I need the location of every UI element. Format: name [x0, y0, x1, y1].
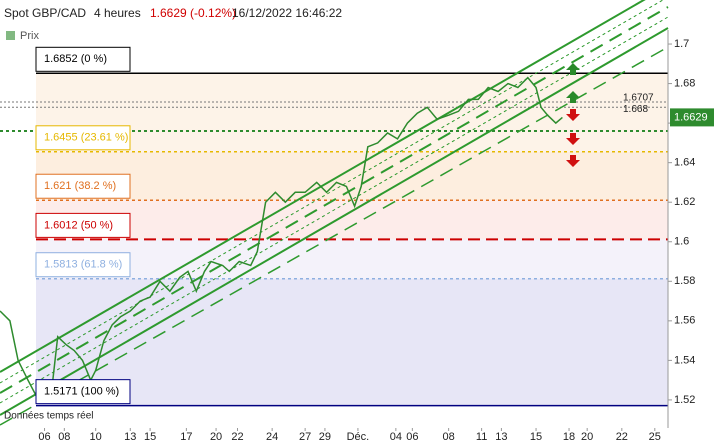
fib-box — [35, 173, 131, 199]
y-tick-label: 1.64 — [674, 157, 695, 169]
level-label: 1.6707 — [623, 93, 654, 104]
fib-box — [35, 125, 131, 151]
y-tick-label: 1.62 — [674, 196, 695, 208]
fib-label: 1.5813 (61.8 %) — [44, 259, 122, 271]
x-tick-label: 17 — [180, 431, 192, 443]
last-price-label: 1.6629 — [674, 111, 708, 123]
fib-box — [35, 252, 131, 278]
x-tick-label: 08 — [58, 431, 70, 443]
x-tick-label: 11 — [476, 431, 487, 443]
x-tick-label: 29 — [319, 431, 331, 443]
fib-band — [36, 200, 668, 240]
y-tick-label: 1.68 — [674, 77, 695, 89]
fib-box — [35, 46, 131, 72]
fib-band — [36, 278, 668, 406]
x-tick-label: 25 — [649, 431, 661, 443]
fib-label: 1.5171 (100 %) — [44, 386, 119, 398]
legend-swatch — [6, 31, 15, 40]
x-tick-label: 06 — [406, 431, 418, 443]
fib-band — [36, 73, 668, 152]
fib-label: 1.6852 (0 %) — [44, 53, 107, 65]
x-tick-label: Déc. — [347, 431, 370, 443]
y-tick-label: 1.6 — [674, 236, 689, 248]
y-tick-label: 1.52 — [674, 394, 695, 406]
x-tick-label: 22 — [616, 431, 628, 443]
x-tick-label: 06 — [38, 431, 50, 443]
fib-label: 1.6455 (23.61 %) — [44, 132, 128, 144]
y-tick-label: 1.56 — [674, 315, 695, 327]
x-tick-label: 08 — [443, 431, 455, 443]
timestamp: 16/12/2022 16:46:22 — [232, 6, 342, 20]
fib-band — [36, 239, 668, 279]
arrows — [566, 63, 580, 167]
x-tick-label: 20 — [210, 431, 222, 443]
footer: Données temps réel — [4, 411, 94, 422]
x-tick-label: 15 — [144, 431, 156, 443]
plot — [0, 76, 563, 398]
last-price-box — [670, 108, 714, 127]
x-tick-label: 10 — [90, 431, 102, 443]
x-tick-label: 22 — [231, 431, 243, 443]
x-tick-label: 27 — [299, 431, 311, 443]
x-tick-label: 15 — [530, 431, 542, 443]
fib-label: 1.621 (38.2 %) — [44, 180, 116, 192]
price-line — [0, 76, 563, 398]
y-tick-label: 1.54 — [674, 354, 695, 366]
fib-box — [35, 379, 131, 405]
fib-label: 1.6012 (50 %) — [44, 219, 113, 231]
fib-band — [36, 151, 668, 201]
x-tick-label: 18 — [563, 431, 575, 443]
x-tick-label: 13 — [495, 431, 507, 443]
title: Spot GBP/CAD — [4, 6, 86, 20]
x-tick-label: 24 — [266, 431, 278, 443]
level-label: 1.668 — [623, 104, 648, 115]
interval: 4 heures — [94, 6, 141, 20]
x-tick-label: 04 — [390, 431, 402, 443]
legend: Prix — [20, 30, 39, 42]
x-tick-label: 20 — [581, 431, 593, 443]
fib-box — [35, 212, 131, 238]
y-tick-label: 1.7 — [674, 38, 689, 50]
quote: 1.6629 (-0.12%) — [150, 6, 236, 20]
y-tick-label: 1.58 — [674, 275, 695, 287]
channel — [0, 0, 669, 426]
x-tick-label: 13 — [124, 431, 136, 443]
